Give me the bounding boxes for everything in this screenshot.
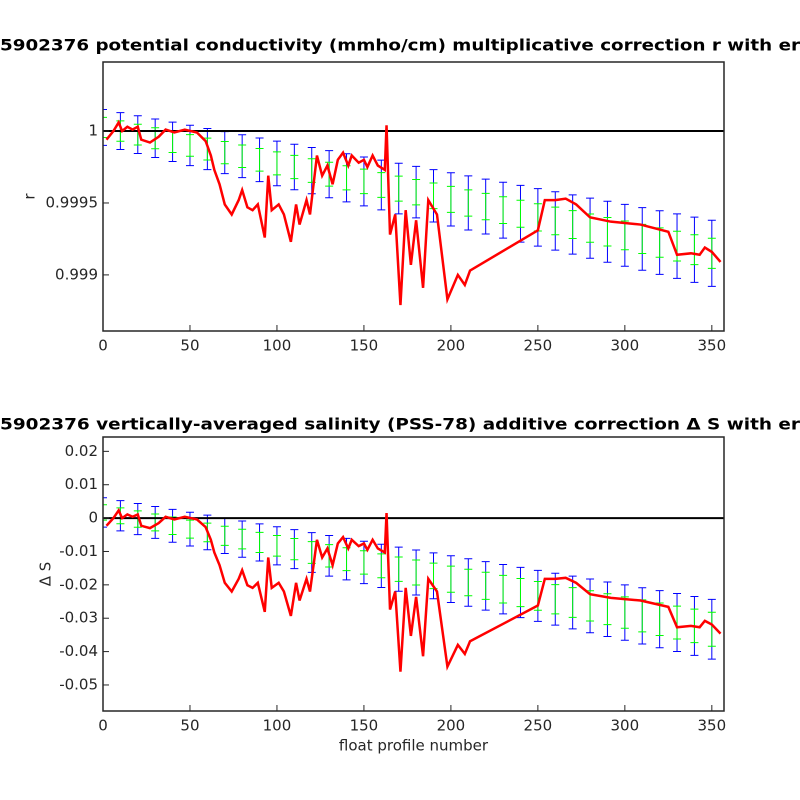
x-tick-label: 0 [98,717,108,735]
y-tick-label: -0.04 [59,642,98,660]
error-bar [446,565,455,593]
x-tick-label: 200 [437,717,466,735]
subplot: 5902376 potential conductivity (mmho/cm)… [0,36,800,355]
error-bar [568,587,577,618]
x-tick-label: 50 [180,717,199,735]
x-tick-label: 250 [524,717,553,735]
error-bar [185,519,194,539]
axes-box [102,61,725,332]
plot [103,108,724,306]
error-bar [103,116,107,139]
error-bar [707,611,716,647]
x-tick-label: 150 [350,717,379,735]
error-bar [551,584,560,615]
error-bar [255,531,264,554]
y-tick-label: -0.05 [59,675,98,693]
y-tick-label: 0.999 [55,265,98,283]
data-line [105,119,722,306]
error-bar [620,596,629,629]
x-axis-label: float profile number [339,737,489,755]
x-tick-label: 150 [350,337,379,355]
y-tick-label: -0.03 [59,609,98,627]
error-bar [238,144,247,168]
y-tick-label: 0.01 [65,475,98,493]
error-bar [103,504,107,521]
error-bar [551,206,560,236]
error-bar [568,210,577,240]
error-bar [603,217,612,247]
error-bar [290,538,299,561]
error-bar [464,568,473,597]
plot-area [103,437,724,711]
error-bar [655,602,664,636]
error-bar [272,534,281,557]
error-bar [481,192,490,221]
y-axis-label: r [21,193,39,200]
chart-title: 5902376 potential conductivity (mmho/cm)… [0,36,800,55]
x-tick-label: 0 [98,337,108,355]
x-tick-label: 250 [524,337,553,355]
error-bar [255,147,264,172]
y-tick-label: 0 [88,509,98,527]
subplot: 5902376 vertically-averaged salinity (PS… [0,415,800,755]
y-tick-label: -0.02 [59,575,98,593]
error-bar [603,593,612,626]
error-bar [103,108,107,146]
error-bar [673,605,682,640]
x-tick-label: 300 [611,717,640,735]
error-bar [359,168,368,195]
error-bar [412,179,421,206]
x-tick-label: 350 [698,717,727,735]
error-bar [220,141,229,165]
error-bar [620,220,629,251]
error-bar [412,559,421,586]
error-bar [499,196,508,225]
data-line [105,507,722,672]
x-tick-label: 350 [698,337,727,355]
y-tick-label: 0.02 [65,442,98,460]
error-bar [516,199,525,228]
y-axis-label: Δ S [37,562,55,587]
error-bar [151,513,160,532]
error-bar [394,175,403,202]
error-bar [103,497,107,528]
error-bar [185,134,194,157]
error-bar [394,556,403,582]
x-tick-label: 100 [263,717,292,735]
chart-title: 5902376 vertically-averaged salinity (PS… [0,415,800,434]
error-bar [377,172,386,198]
axes-box [102,436,725,712]
error-bar [272,151,281,176]
y-tick-label: -0.01 [59,542,98,560]
plot-area [103,62,724,331]
error-bar [377,553,386,579]
plot [103,497,724,672]
x-tick-label: 200 [437,337,466,355]
error-bar [690,234,699,266]
x-tick-label: 100 [263,337,292,355]
error-bar [516,577,525,608]
error-bar [446,185,455,213]
error-bar [220,525,229,546]
x-tick-label: 50 [180,337,199,355]
y-tick-label: 1 [88,122,98,140]
error-bar [290,154,299,180]
x-tick-label: 300 [611,337,640,355]
error-bar [464,189,473,217]
error-bar [238,528,247,550]
error-bar [481,571,490,600]
y-tick-label: 0.9995 [46,193,99,211]
error-bar [499,574,508,604]
